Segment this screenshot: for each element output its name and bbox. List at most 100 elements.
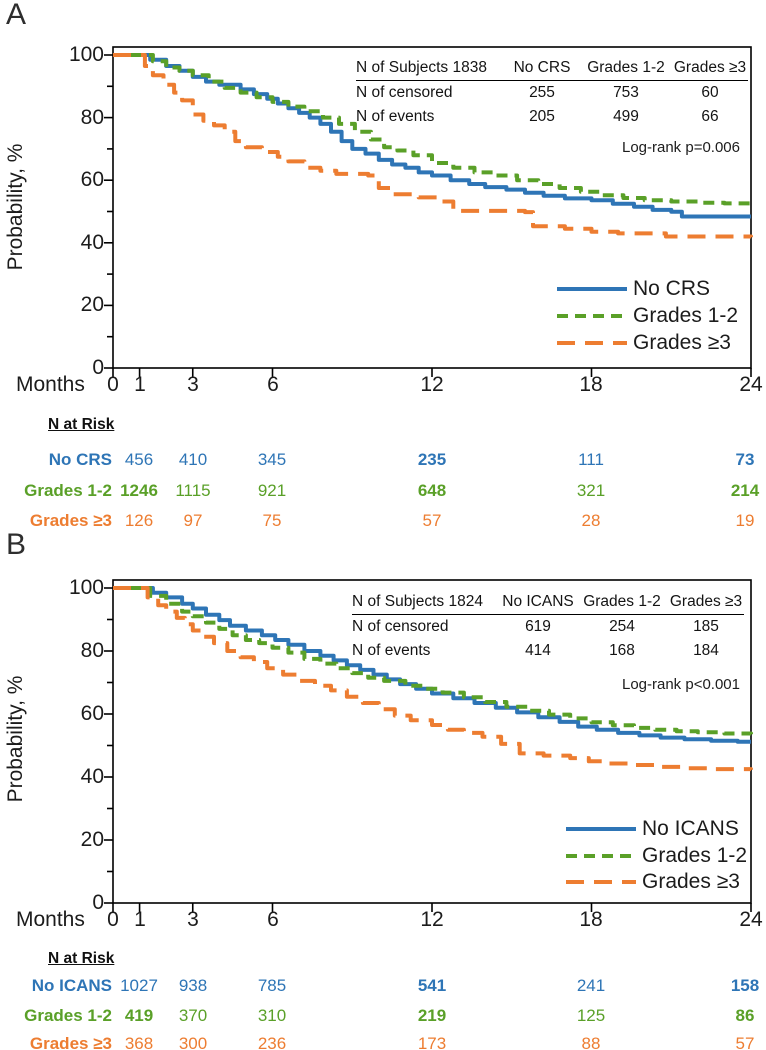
at-risk-row-label: Grades 1-2 [24,481,112,500]
at-risk-value: 419 [124,1006,154,1025]
panel-letter-b: B [6,528,27,561]
legend-label: Grades ≥3 [642,870,740,893]
summary-table-row: N of events 414 168 184 [352,639,744,663]
x-tick-label: 6 [267,373,279,396]
at-risk-value: 126 [124,511,154,530]
at-risk-value: 310 [257,1006,287,1025]
summary-cell: 184 [693,642,719,659]
at-risk-value: 125 [576,1006,606,1025]
x-tick-label: 12 [420,373,444,396]
at-risk-row-label: No ICANS [31,976,112,995]
x-tick-label: 0 [107,908,119,931]
y-tick-label: 0 [92,891,104,914]
summary-cell: 168 [609,642,635,659]
y-tick-label: 40 [80,231,104,254]
at-risk-value: 321 [576,481,606,500]
at-risk-value: 235 [417,450,447,469]
at-risk-value: 1246 [120,481,158,500]
summary-header-cell: No ICANS [502,592,574,610]
y-tick-label: 40 [80,765,104,788]
summary-cell: 753 [613,84,639,101]
x-tick-label: 3 [187,908,199,931]
at-risk-row: Grades 1-2 419 370 310 219 125 86 [0,1006,766,1028]
x-tick-label: 24 [739,908,763,931]
at-risk-value: 236 [257,1034,287,1050]
y-tick-label: 20 [80,293,104,316]
plot-svg-a [104,46,753,377]
at-risk-value: 97 [183,511,203,530]
at-risk-value: 921 [257,481,287,500]
y-tick-label: 80 [80,639,104,662]
legend-line-icon [557,287,627,291]
logrank-note-a: Log-rank p=0.006 [621,139,740,156]
plot-svg-b [104,579,753,912]
summary-header-cell: Grades 1-2 [583,592,661,610]
at-risk-row-label: Grades ≥3 [29,1034,112,1050]
at-risk-value: 345 [257,450,287,469]
legend-label: Grades 1-2 [642,844,748,867]
summary-row-label: N of events [356,108,435,125]
at-risk-value: 410 [178,450,208,469]
panel-b: B Probability, % 100 80 60 40 20 0 Month… [0,528,766,1050]
at-risk-value: 368 [124,1034,154,1050]
y-tick-label: 0 [92,356,104,379]
summary-cell: 254 [609,618,635,635]
at-risk-value: 158 [730,976,760,995]
at-risk-row-label: Grades 1-2 [24,1006,112,1025]
summary-cell: 619 [525,618,551,635]
x-tick-label: 1 [134,908,146,931]
at-risk-value: 938 [178,976,208,995]
x-tick-label: 1 [134,373,146,396]
summary-cell: 414 [525,642,551,659]
x-tick-label: 18 [579,908,603,931]
summary-cell: 205 [529,108,555,125]
at-risk-title-b: N at Risk [48,950,115,967]
at-risk-title-a: N at Risk [48,416,115,433]
at-risk-value: 219 [417,1006,447,1025]
legend-label: Grades 1-2 [633,304,739,327]
legend-line-icon [557,341,627,345]
at-risk-row: No CRS 456 410 345 235 111 73 [0,450,766,472]
summary-table-row: N of events 205 499 66 [356,105,748,129]
summary-header-cell: N of Subjects 1838 [356,58,487,76]
summary-table-header: N of Subjects 1838 No CRS Grades 1-2 Gra… [356,55,748,81]
legend-label: No CRS [633,277,711,300]
at-risk-value: 1027 [120,976,158,995]
summary-row-label: N of events [352,642,431,659]
at-risk-value: 300 [178,1034,208,1050]
at-risk-row: Grades ≥3 368 300 236 173 88 57 [0,1034,766,1050]
summary-row-label: N of censored [352,618,449,635]
summary-table-b: N of Subjects 1824 No ICANS Grades 1-2 G… [352,589,744,663]
summary-header-cell: No CRS [513,58,571,76]
at-risk-value: 648 [417,481,447,500]
at-risk-value: 214 [730,481,760,500]
at-risk-value: 86 [735,1006,755,1025]
y-tick-label: 80 [80,106,104,129]
y-tick-label: 100 [68,576,104,599]
at-risk-value: 73 [735,450,755,469]
x-tick-label: 6 [267,908,279,931]
at-risk-row: Grades ≥3 126 97 75 57 28 19 [0,511,766,533]
at-risk-value: 456 [124,450,154,469]
summary-cell: 66 [701,108,719,125]
at-risk-value: 111 [578,450,604,469]
x-axis-title-a: Months [16,373,85,396]
summary-cell: 60 [701,84,719,101]
panel-a: A Probability, % 100 80 60 40 20 0 Month… [0,0,766,533]
at-risk-value: 370 [178,1006,208,1025]
at-risk-row-label: No CRS [48,450,112,469]
legend-line-icon [566,854,636,858]
logrank-note-b: Log-rank p<0.001 [621,676,740,693]
at-risk-value: 57 [422,511,442,530]
summary-table-row: N of censored 255 753 60 [356,81,748,105]
summary-cell: 499 [613,108,639,125]
y-tick-label: 100 [68,43,104,66]
at-risk-value: 88 [581,1034,601,1050]
legend-label: No ICANS [642,817,739,840]
summary-row-label: N of censored [356,84,453,101]
summary-table-a: N of Subjects 1838 No CRS Grades 1-2 Gra… [356,55,748,129]
x-axis-title-b: Months [16,908,85,931]
legend-line-icon [557,314,627,318]
legend-line-icon [566,880,636,884]
